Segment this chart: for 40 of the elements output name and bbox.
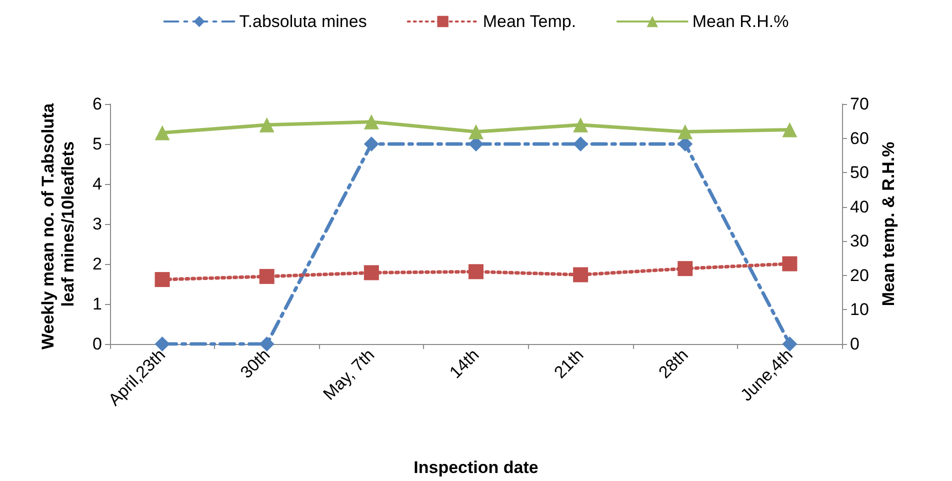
legend-label: Mean Temp. (482, 12, 576, 31)
y2-axis-title: Mean temp. & R.H.% (878, 142, 898, 306)
y2-tick-label: 30 (850, 232, 869, 251)
point (364, 265, 379, 280)
point (573, 117, 588, 132)
y-tick-label: 0 (92, 334, 102, 354)
x-tick-label: 28th (655, 345, 692, 382)
point (468, 264, 484, 280)
point (364, 114, 379, 130)
point (259, 268, 274, 284)
y2-tick-label: 50 (850, 163, 869, 182)
y2-tick-label: 0 (850, 334, 860, 354)
x-axis-title: Inspection date (414, 458, 538, 477)
y2-tick-label: 70 (850, 94, 869, 114)
y-tick-label: 4 (92, 174, 102, 194)
x-tick-label: 14th (446, 345, 483, 382)
y-axis-title: Weekly mean no. of T.absoluta leaf mines/10leaflets (38, 98, 78, 350)
y2-tick-label: 20 (850, 266, 869, 285)
y-tick-label: 6 (92, 94, 102, 114)
y2-tick-label: 40 (850, 197, 869, 216)
x-tick-label: 30th (236, 345, 274, 382)
y-tick-label: 2 (92, 254, 102, 274)
y2-tick-label: 60 (850, 128, 869, 148)
point (678, 261, 693, 276)
legend-label: T.absoluta mines (239, 12, 367, 31)
y-tick-label: 1 (92, 294, 102, 314)
point (573, 267, 588, 282)
y2-tick-label: 10 (850, 300, 869, 320)
x-tick-label: May, 7th (320, 345, 378, 404)
point (782, 256, 798, 272)
x-tick-label: 21th (550, 345, 588, 382)
legend-label: Mean R.H.% (692, 12, 789, 31)
point (678, 124, 693, 140)
y-tick-label: 3 (92, 214, 102, 234)
point (782, 122, 798, 138)
point (154, 272, 170, 288)
point (259, 117, 274, 132)
point (154, 125, 170, 140)
point (468, 124, 484, 140)
y-tick-label: 5 (92, 134, 102, 154)
